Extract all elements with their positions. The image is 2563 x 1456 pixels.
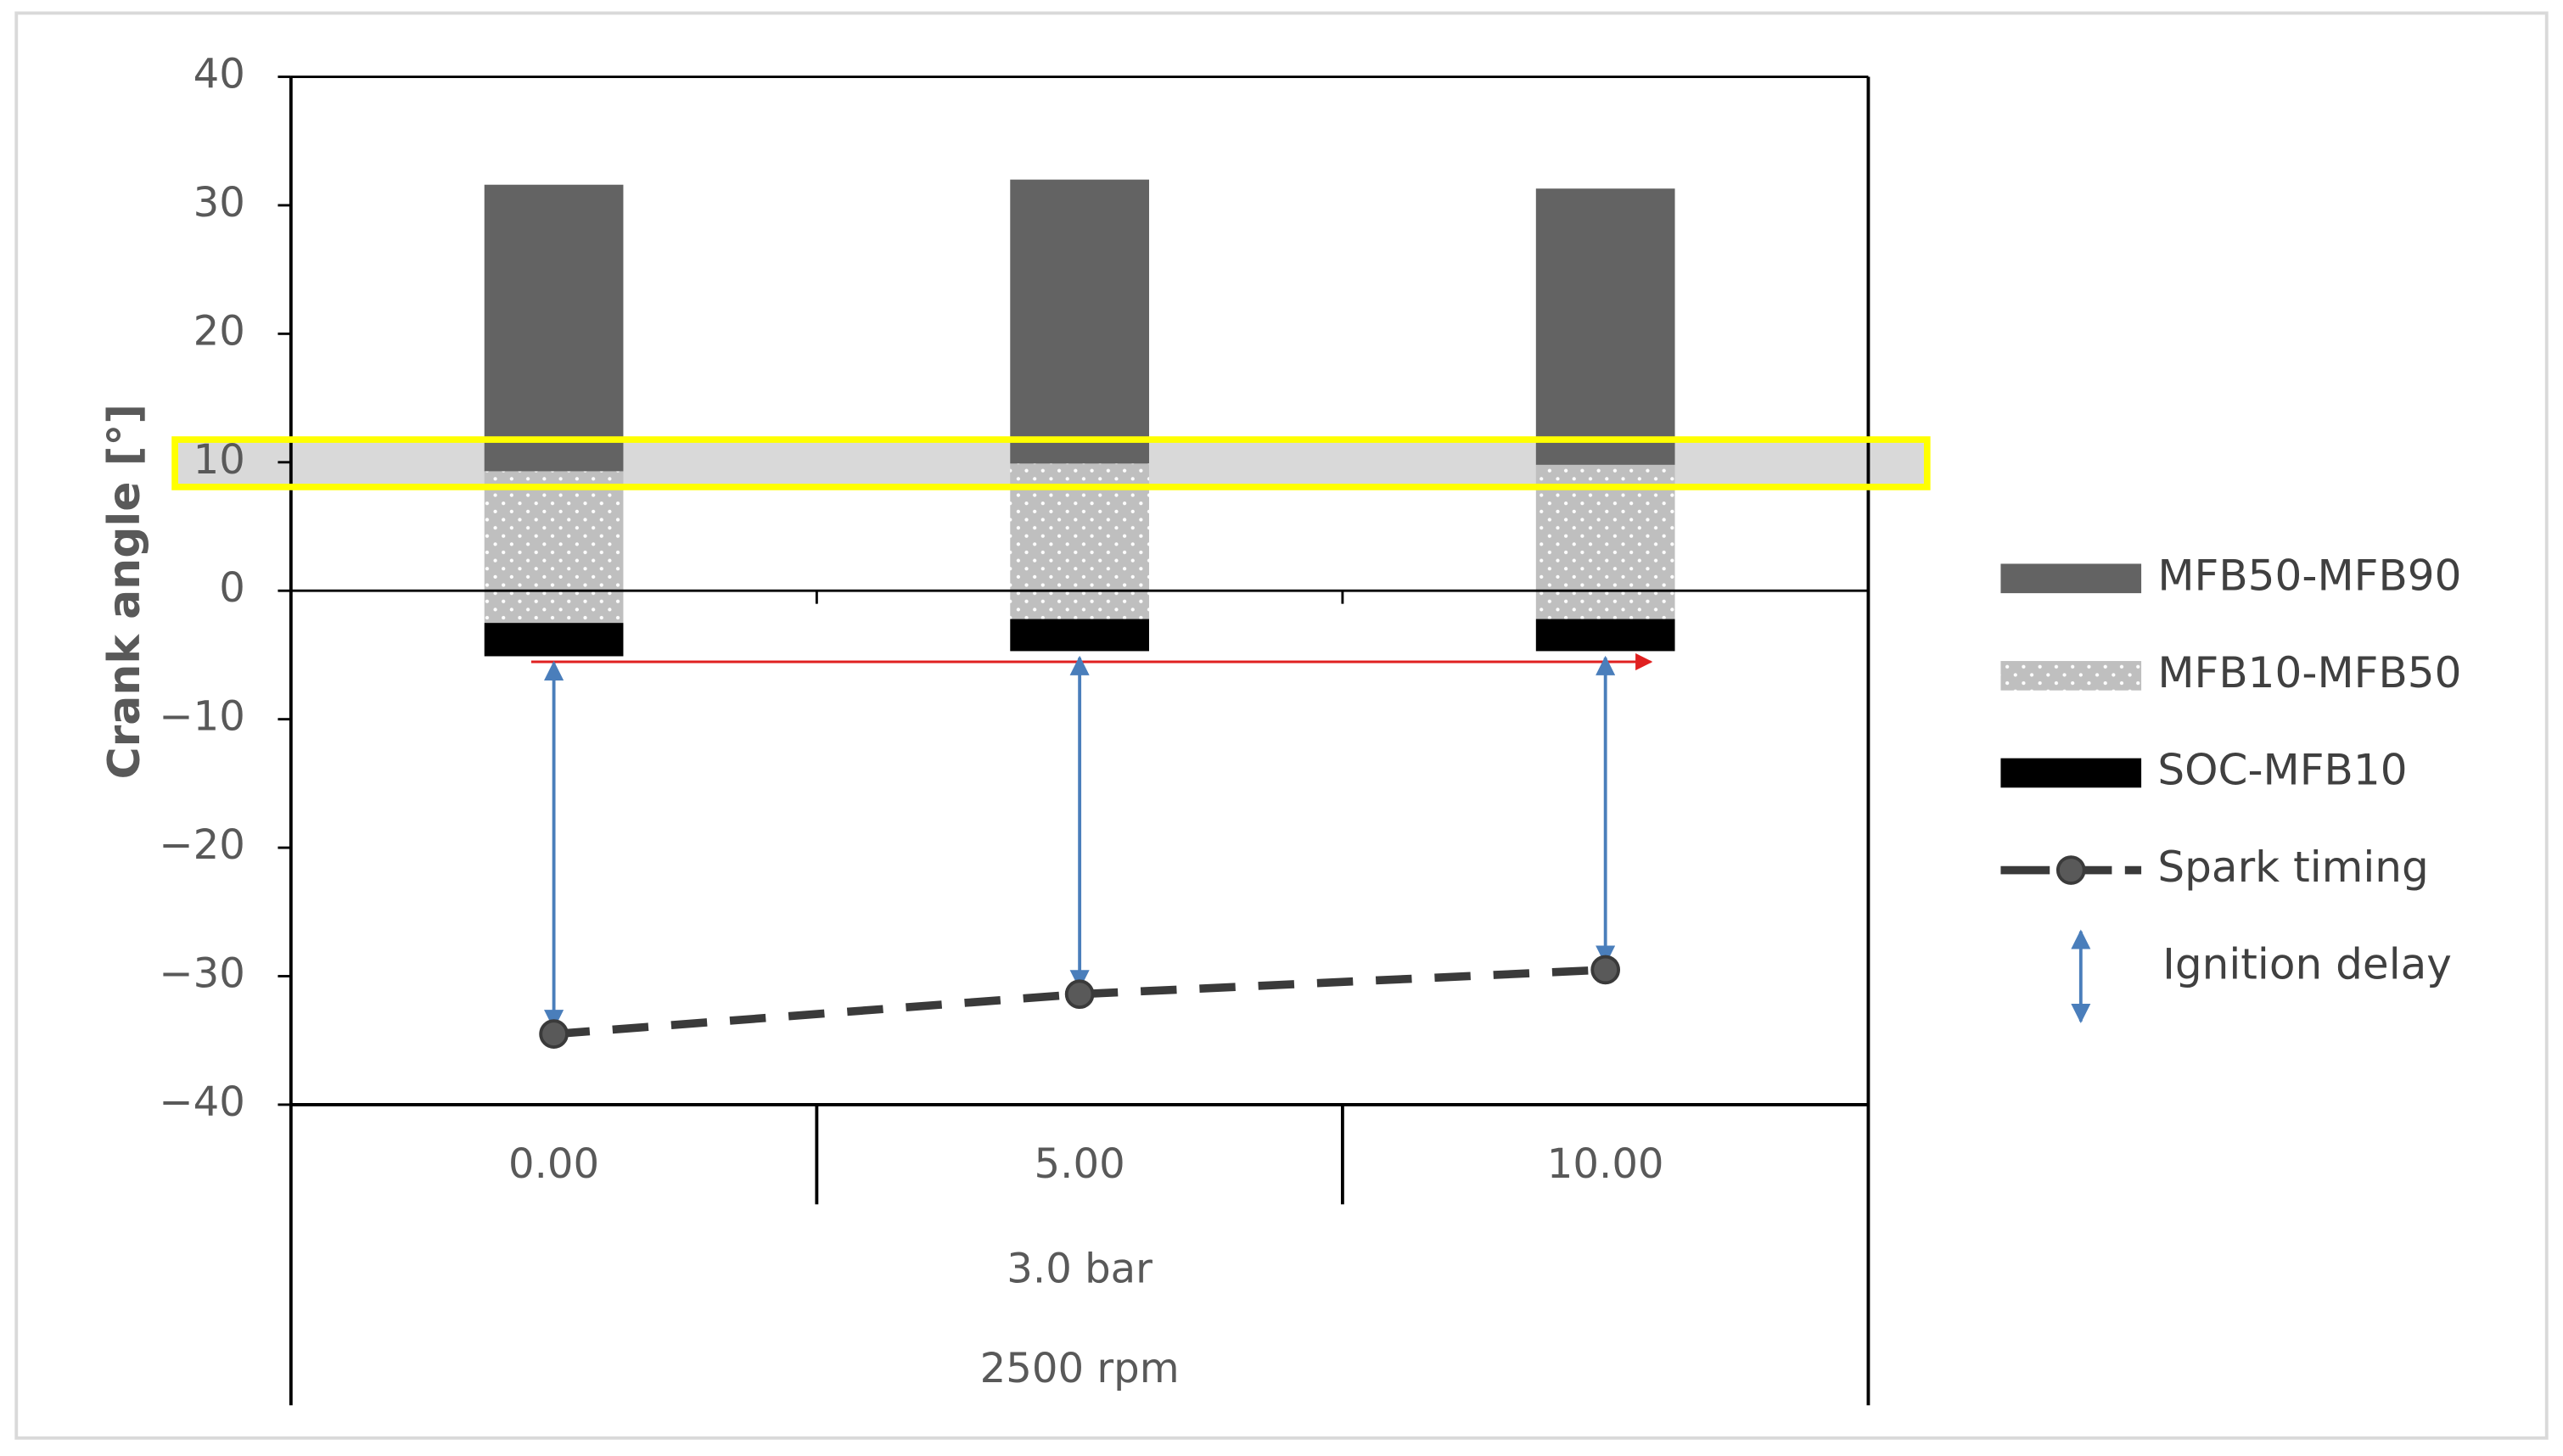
legend-swatch <box>2000 661 2142 691</box>
line-marker <box>539 1019 569 1049</box>
legend-label: MFB10-MFB50 <box>2157 648 2461 697</box>
bar-segment <box>484 623 624 657</box>
legend-label: Spark timing <box>2157 843 2428 892</box>
legend-swatch <box>2000 758 2142 788</box>
y-tick-label: −20 <box>159 821 245 869</box>
x-tick-label: 10.00 <box>1547 1140 1664 1188</box>
x-tick-label: 0.00 <box>508 1140 599 1188</box>
legend-label: MFB50-MFB90 <box>2157 551 2461 600</box>
legend-swatch <box>2000 563 2142 594</box>
legend-marker <box>2055 855 2086 885</box>
y-tick-label: 10 <box>193 436 245 484</box>
outer-frame <box>14 11 2549 1440</box>
bar-segment <box>484 471 624 624</box>
group-label: 3.0 bar <box>1007 1245 1153 1292</box>
y-tick-label: 30 <box>193 179 245 227</box>
annotation-label: Ignition delay <box>2162 940 2452 989</box>
bar-segment <box>484 184 624 472</box>
y-tick-label: −40 <box>159 1078 245 1126</box>
y-tick-label: −10 <box>159 693 245 741</box>
line-marker <box>1590 955 1621 985</box>
x-tick-label: 5.00 <box>1035 1140 1125 1188</box>
y-tick-label: 0 <box>219 564 245 612</box>
bar-segment <box>1010 179 1149 464</box>
highlight-box <box>171 436 1931 490</box>
legend-label: SOC-MFB10 <box>2157 745 2407 794</box>
y-axis-title: Crank angle [°] <box>99 404 150 780</box>
y-tick-label: 20 <box>193 307 245 355</box>
bar-segment <box>1010 619 1149 652</box>
line-marker <box>1064 979 1095 1010</box>
bar-segment <box>1535 619 1675 652</box>
y-tick-label: −30 <box>159 950 245 998</box>
bar-segment <box>1535 464 1675 619</box>
y-tick-label: 40 <box>193 51 245 98</box>
bar-segment <box>1535 188 1675 465</box>
group-label: 2500 rpm <box>980 1345 1180 1392</box>
